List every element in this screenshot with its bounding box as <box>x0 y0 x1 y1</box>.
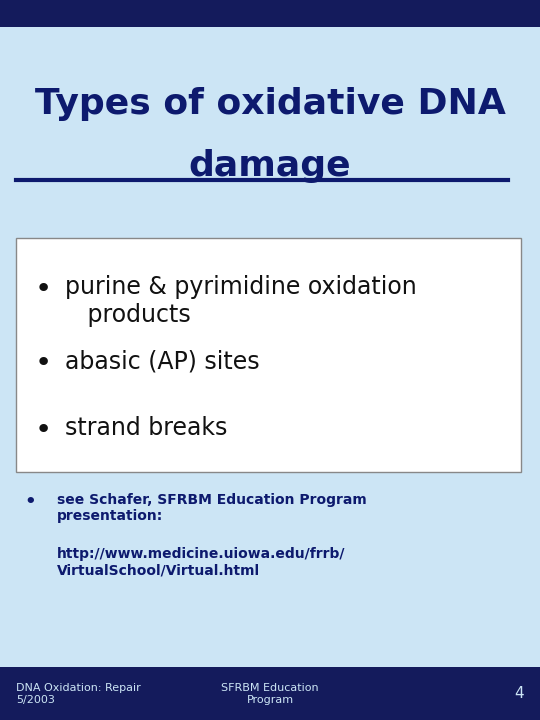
Text: abasic (AP) sites: abasic (AP) sites <box>65 349 259 373</box>
FancyBboxPatch shape <box>16 238 521 472</box>
Text: DNA Oxidation: Repair
5/2003: DNA Oxidation: Repair 5/2003 <box>16 683 141 704</box>
Bar <box>0 0 540 27</box>
Text: strand breaks: strand breaks <box>65 416 227 440</box>
Text: Types of oxidative DNA: Types of oxidative DNA <box>35 87 505 122</box>
Text: 4: 4 <box>514 686 524 701</box>
Text: purine & pyrimidine oxidation
   products: purine & pyrimidine oxidation products <box>65 275 416 327</box>
Text: •: • <box>35 349 52 377</box>
Text: http://www.medicine.uiowa.edu/frrb/
VirtualSchool/Virtual.html: http://www.medicine.uiowa.edu/frrb/ Virt… <box>57 547 345 577</box>
Text: see Schafer, SFRBM Education Program
presentation:: see Schafer, SFRBM Education Program pre… <box>57 493 367 523</box>
Text: •: • <box>35 275 52 303</box>
Text: •: • <box>35 416 52 444</box>
Text: SFRBM Education
Program: SFRBM Education Program <box>221 683 319 704</box>
Bar <box>0 667 540 720</box>
Text: damage: damage <box>188 148 352 183</box>
Text: •: • <box>24 493 36 511</box>
